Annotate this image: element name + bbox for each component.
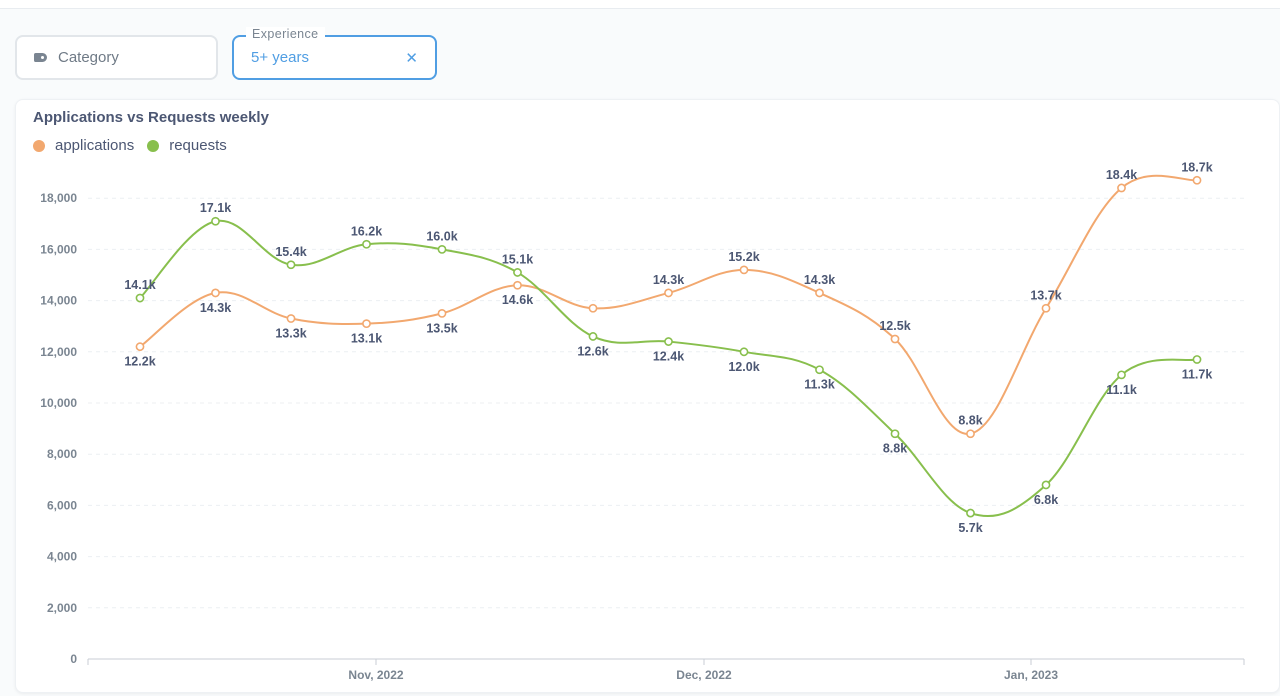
experience-filter[interactable]: Experience 5+ years ✕ — [232, 27, 437, 80]
data-point-applications — [588, 303, 598, 313]
data-point-requests — [135, 293, 145, 303]
y-tick-label: 16,000 — [40, 242, 77, 256]
y-tick-label: 4,000 — [47, 550, 77, 564]
y-tick-label: 6,000 — [47, 498, 77, 512]
data-point-requests — [211, 216, 220, 226]
data-point-applications — [513, 280, 522, 290]
data-label-applications: 18.7k — [1181, 160, 1212, 174]
data-label-requests: 15.1k — [502, 252, 533, 266]
data-label-requests: 11.7k — [1182, 367, 1213, 381]
data-label-applications: 12.2k — [124, 355, 155, 369]
legend-label-requests: requests — [169, 137, 227, 154]
data-point-applications — [286, 314, 296, 323]
y-tick-label: 10,000 — [40, 396, 77, 410]
data-point-applications — [135, 342, 145, 352]
data-point-applications — [437, 308, 447, 318]
data-point-requests — [437, 244, 447, 254]
y-tick-label: 8,000 — [47, 447, 77, 461]
legend-label-applications: applications — [55, 137, 135, 154]
data-label-applications: 14.3k — [653, 273, 684, 287]
x-tick-label: Nov, 2022 — [348, 668, 403, 682]
y-tick-label: 0 — [70, 652, 77, 666]
data-point-applications — [966, 429, 975, 439]
tag-icon — [34, 53, 47, 62]
chart-card: Applications vs Requests weekly applicat… — [15, 99, 1280, 693]
legend-item-requests[interactable]: requests — [147, 137, 227, 154]
data-label-requests: 11.3k — [804, 378, 835, 392]
data-point-applications — [1041, 303, 1051, 313]
data-point-applications — [211, 288, 220, 298]
data-label-applications: 14.6k — [502, 293, 533, 307]
data-point-applications — [1192, 175, 1202, 185]
y-tick-label: 12,000 — [40, 345, 77, 359]
data-point-applications — [815, 288, 824, 298]
data-label-requests: 12.6k — [577, 344, 608, 358]
data-point-applications — [664, 288, 673, 298]
data-label-requests: 17.1k — [200, 201, 231, 215]
data-point-requests — [815, 365, 824, 375]
category-filter-label: Category — [58, 49, 119, 66]
data-label-applications: 14.3k — [200, 301, 231, 315]
x-tick-label: Dec, 2022 — [676, 668, 732, 682]
data-label-applications: 13.7k — [1030, 288, 1061, 302]
data-label-applications: 15.2k — [728, 250, 759, 264]
data-label-requests: 6.8k — [1034, 493, 1058, 507]
data-label-requests: 16.0k — [426, 229, 457, 243]
legend-dot-applications — [33, 139, 45, 152]
data-point-requests — [362, 239, 371, 249]
data-point-requests — [588, 332, 598, 341]
data-label-applications: 13.1k — [351, 332, 382, 346]
data-point-requests — [1041, 480, 1051, 490]
data-label-requests: 15.4k — [275, 245, 306, 259]
data-label-applications: 8.8k — [958, 414, 982, 428]
top-bar — [0, 0, 1280, 9]
data-point-applications — [739, 265, 749, 275]
data-label-applications: 13.5k — [426, 321, 457, 335]
data-point-requests — [1117, 370, 1126, 380]
data-label-requests: 11.1k — [1106, 383, 1137, 397]
data-point-requests — [739, 347, 749, 357]
data-label-requests: 14.1k — [124, 278, 155, 292]
data-label-requests: 12.4k — [653, 350, 684, 364]
data-label-applications: 14.3k — [804, 273, 835, 287]
data-point-requests — [890, 429, 900, 439]
chart-legend: applications requests — [33, 137, 240, 154]
y-tick-label: 2,000 — [47, 601, 77, 615]
data-point-applications — [362, 319, 371, 329]
data-point-applications — [1117, 183, 1126, 193]
y-tick-label: 18,000 — [40, 191, 77, 205]
data-label-requests: 8.8k — [883, 442, 907, 456]
series-line-applications — [139, 174, 1198, 435]
data-point-requests — [966, 508, 975, 518]
experience-filter-value: 5+ years — [251, 49, 309, 66]
close-icon[interactable]: ✕ — [405, 50, 418, 67]
chart-title: Applications vs Requests weekly — [33, 109, 269, 126]
data-point-requests — [513, 268, 522, 277]
experience-filter-caption: Experience — [246, 27, 325, 41]
data-point-applications — [890, 334, 900, 344]
data-label-applications: 13.3k — [275, 327, 306, 341]
data-label-requests: 16.2k — [351, 224, 382, 238]
category-filter[interactable]: Category — [15, 35, 218, 80]
data-label-requests: 5.7k — [958, 521, 982, 535]
series-line-requests — [139, 219, 1198, 518]
legend-item-applications[interactable]: applications — [33, 137, 134, 154]
data-point-requests — [286, 260, 296, 270]
data-point-requests — [664, 337, 673, 346]
data-label-applications: 12.5k — [879, 319, 910, 333]
y-tick-label: 14,000 — [40, 294, 77, 308]
data-label-applications: 18.4k — [1106, 168, 1137, 182]
data-point-requests — [1192, 355, 1202, 364]
x-tick-label: Jan, 2023 — [1004, 668, 1058, 682]
data-label-requests: 12.0k — [728, 360, 759, 374]
legend-dot-requests — [147, 139, 160, 152]
